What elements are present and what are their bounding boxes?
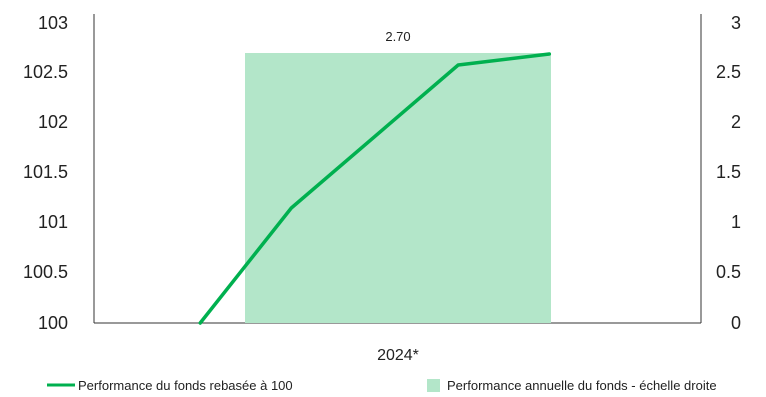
bar-2024 — [245, 53, 551, 323]
left-tick: 101 — [38, 212, 68, 232]
bar-data-label: 2.70 — [385, 29, 410, 44]
legend-label-line: Performance du fonds rebasée à 100 — [78, 378, 293, 393]
left-tick: 100.5 — [23, 262, 68, 282]
left-tick: 102.5 — [23, 62, 68, 82]
right-tick: 0.5 — [716, 262, 741, 282]
right-tick: 2.5 — [716, 62, 741, 82]
right-tick: 3 — [731, 13, 741, 33]
left-tick: 101.5 — [23, 162, 68, 182]
legend-bar-swatch — [427, 379, 440, 392]
left-tick: 102 — [38, 112, 68, 132]
left-tick: 103 — [38, 13, 68, 33]
left-tick: 100 — [38, 313, 68, 333]
right-tick: 1.5 — [716, 162, 741, 182]
right-tick: 0 — [731, 313, 741, 333]
performance-line — [198, 52, 552, 325]
right-tick: 2 — [731, 112, 741, 132]
legend-label-bar: Performance annuelle du fonds - échelle … — [447, 378, 717, 393]
legend: Performance du fonds rebasée à 100 Perfo… — [47, 378, 717, 393]
right-axis-ticks: 0 0.5 1 1.5 2 2.5 3 — [716, 13, 741, 333]
left-axis-ticks: 100 100.5 101 101.5 102 102.5 103 — [23, 13, 68, 333]
category-label: 2024* — [377, 347, 419, 364]
right-tick: 1 — [731, 212, 741, 232]
